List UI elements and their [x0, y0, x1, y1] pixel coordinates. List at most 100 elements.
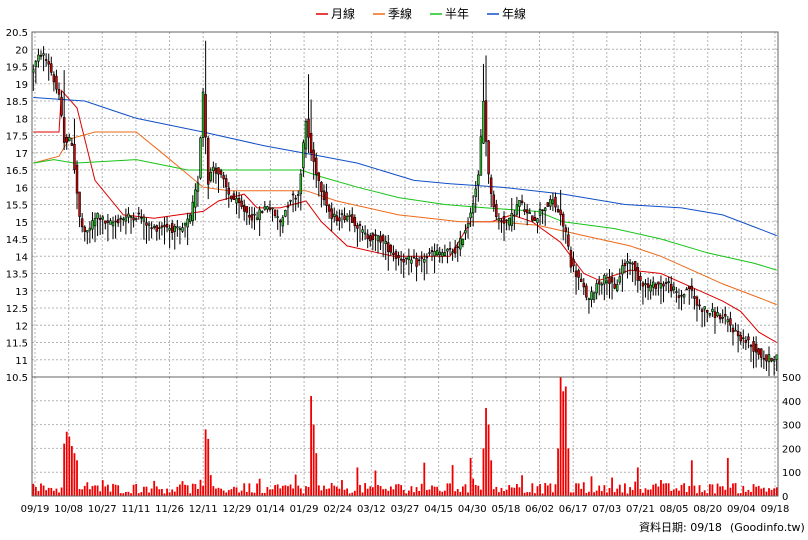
candle-body: [309, 132, 313, 154]
candle-body: [134, 218, 138, 220]
volume-bar: [292, 488, 295, 496]
volume-bar: [557, 448, 559, 496]
volume-bar: [68, 436, 71, 496]
volume-bar: [330, 482, 333, 496]
candle-body: [245, 206, 249, 213]
volume-bar: [611, 477, 613, 496]
candle-body: [664, 282, 668, 284]
candle-body: [361, 229, 364, 233]
volume-bar: [52, 490, 55, 496]
volume-bar: [397, 483, 400, 496]
volume-bar: [153, 480, 156, 496]
candle-body: [178, 228, 182, 230]
candle-body: [320, 181, 323, 192]
candle-body: [772, 359, 776, 362]
candle-body: [389, 245, 393, 253]
volume-tick-label: 200: [782, 444, 801, 455]
date-tick-label: 08/20: [693, 504, 722, 515]
candle-body: [276, 216, 279, 218]
price-tick-label: 13.5: [6, 270, 28, 281]
candle-body: [62, 117, 66, 143]
candle-body: [170, 223, 174, 233]
volume-bar: [333, 485, 336, 496]
volume-plot-border: [31, 376, 779, 497]
volume-bar: [279, 488, 282, 496]
date-tick-label: 01/14: [256, 504, 285, 515]
candle-body: [749, 345, 753, 347]
candle-body: [541, 209, 544, 212]
candle-body: [762, 357, 766, 360]
volume-bar: [387, 490, 390, 496]
candle-body: [224, 178, 228, 188]
volume-tick-label: 0: [782, 492, 788, 503]
legend-label: 年線: [502, 6, 526, 21]
volume-bar: [320, 490, 323, 496]
volume-bar: [150, 488, 153, 496]
volume-bar: [672, 489, 675, 496]
candle-body: [348, 214, 351, 217]
volume-bar: [137, 493, 140, 496]
volume-tick-label: 300: [782, 421, 801, 432]
candle-body: [286, 205, 290, 208]
candle-body: [181, 227, 184, 232]
volume-bar: [73, 453, 76, 496]
candle-body: [101, 216, 104, 220]
volume-bar: [428, 489, 431, 496]
volume-bar: [197, 488, 199, 496]
volume-bar: [474, 484, 477, 496]
candle-body: [680, 294, 683, 297]
volume-bar: [204, 429, 207, 496]
date-tick-label: 09/18: [761, 504, 790, 515]
date-axis-labels: 09/19 10/08 10/27 11/11 11/26 12/11 12/29 01/14…: [21, 504, 790, 515]
candle-body: [191, 201, 195, 221]
candle-body: [55, 75, 58, 90]
date-tick-label: 05/18: [491, 504, 520, 515]
volume-bar: [166, 488, 168, 496]
candle-body: [726, 319, 730, 323]
candle-body: [685, 288, 688, 291]
volume-plot-area: [32, 377, 778, 496]
volume-bar: [487, 424, 490, 496]
candle-body: [163, 224, 166, 228]
volume-bar: [142, 486, 145, 496]
volume-bar: [690, 460, 693, 496]
candle-body: [158, 227, 161, 229]
volume-bar: [168, 492, 171, 496]
candle-body: [567, 234, 570, 247]
candle-body: [513, 214, 516, 217]
candle-body: [626, 260, 629, 264]
candle-body: [420, 257, 423, 259]
volume-bar: [469, 457, 472, 496]
volume-bar: [184, 484, 186, 496]
volume-bar: [423, 462, 426, 496]
volume-bar: [757, 485, 760, 496]
volume-bar: [325, 488, 328, 496]
volume-bar: [114, 484, 117, 496]
volume-tick-label: 100: [782, 468, 801, 479]
volume-bar: [42, 485, 45, 496]
date-tick-label: 03/27: [391, 504, 420, 515]
date-tick-label: 03/12: [357, 504, 386, 515]
candle-body: [114, 220, 117, 223]
volume-bar: [528, 492, 531, 496]
candle-body: [703, 306, 706, 310]
volume-bar: [135, 484, 138, 496]
volume-bar: [407, 490, 410, 496]
volume-bar: [701, 492, 704, 496]
volume-bar: [451, 465, 454, 496]
volume-bar: [515, 483, 518, 496]
candle-body: [446, 248, 449, 252]
volume-bar: [711, 484, 714, 496]
volume-bar: [443, 490, 446, 496]
volume-bar: [420, 483, 423, 496]
volume-bar: [680, 484, 683, 496]
volume-bar: [531, 483, 534, 496]
volume-bar: [762, 487, 765, 496]
volume-bar: [485, 407, 487, 496]
candle-body: [237, 198, 241, 203]
candle-body: [708, 313, 712, 316]
volume-bar: [369, 486, 372, 496]
volume-bar: [58, 492, 60, 496]
ma-line: [33, 97, 777, 237]
candle-body: [525, 209, 529, 214]
